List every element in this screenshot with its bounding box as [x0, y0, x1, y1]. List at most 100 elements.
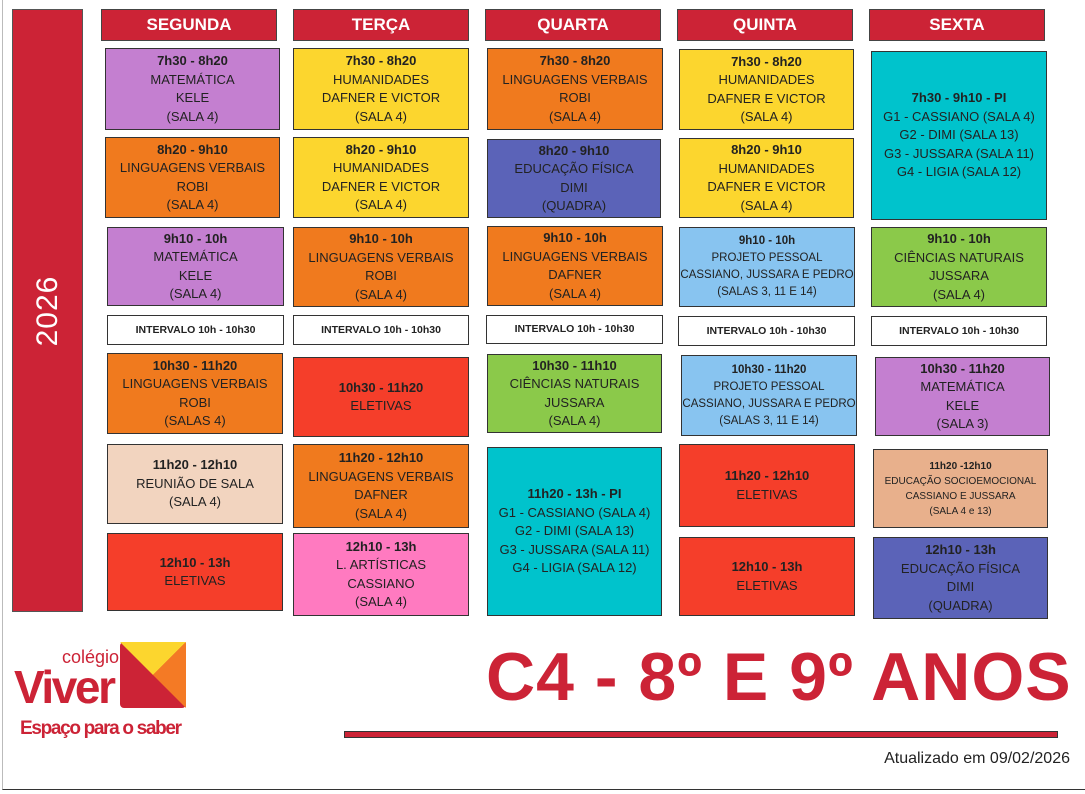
class-detail-line: KELE [945, 397, 980, 413]
day-header-4: SEXTA [869, 9, 1045, 41]
class-time: 11h20 - 12h10 [338, 450, 424, 465]
class-detail-line: G2 - DIMI (SALA 13) [514, 523, 635, 539]
class-detail-line: KELE [178, 267, 213, 283]
class-time: 8h20 - 9h10 [538, 142, 610, 158]
class-cell: 9h10 - 10h LINGUAGENS VERBAIS ROBI (SALA 4) [293, 227, 469, 307]
class-detail-line: PROJETO PESSOAL [713, 380, 825, 393]
class-time: 7h30 - 8h20 [345, 53, 417, 68]
class-cell: 11h20 -12h10 EDUCAÇÃO SOCIOEMOCIONAL CASSI… [873, 449, 1048, 528]
class-cell: 10h30 - 11h20 LINGUAGENS VERBAIS ROBI (SALA… [107, 353, 283, 434]
class-cell: 7h30 - 8h20 LINGUAGENS VERBAIS ROBI (SALA 4… [487, 48, 663, 130]
class-detail-line: CIÊNCIAS NATURAIS [894, 249, 1024, 265]
day-header-3: QUINTA [677, 9, 853, 41]
class-time: 11h20 - 12h10 [152, 457, 238, 473]
class-cell: 7h30 - 8h20 HUMANIDADES DAFNER E VICTOR (SA… [679, 49, 854, 130]
class-detail-line: DAFNER E VICTOR [321, 90, 441, 105]
class-detail-line: G4 - LIGIA (SALA 12) [512, 560, 637, 576]
class-cell: 7h30 - 9h10 - PI G1 - CASSIANO (SALA 4) G2… [871, 51, 1047, 220]
divider-line [344, 731, 1058, 738]
class-detail-line: CASSIANO, JUSSARA E PEDRO [682, 397, 856, 410]
class-detail-line: DAFNER [548, 267, 602, 282]
class-detail-line: REUNIÃO DE SALA [136, 475, 254, 491]
class-cell: 10h30 - 11h10 CIÊNCIAS NATURAIS JUSSARA (SA… [487, 354, 662, 433]
class-time: 8h20 - 9h10 [731, 142, 802, 157]
class-detail-line: HUMANIDADES [332, 160, 430, 175]
class-cell: 12h10 - 13h ELETIVAS [679, 537, 855, 616]
class-detail-line: ELETIVAS [736, 577, 798, 593]
day-header-1: TERÇA [293, 9, 469, 41]
class-detail-line: JUSSARA [544, 394, 605, 410]
class-detail-line: EDUCAÇÃO FÍSICA [900, 560, 1021, 576]
class-time: 8h20 - 9h10 [345, 141, 417, 157]
class-cell: 10h30 - 11h20 ELETIVAS [293, 357, 469, 437]
class-detail-line: (SALAS 4) [164, 413, 226, 428]
class-cell: 9h10 - 10h MATEMÁTICA KELE (SALA 4) [107, 227, 284, 306]
class-cell: 11h20 - 13h - PI G1 - CASSIANO (SALA 4) G2… [487, 447, 662, 616]
break-cell: INTERVALO 10h - 10h30 [871, 316, 1047, 346]
class-detail-line: (SALA 4) [354, 505, 408, 521]
class-detail-line: DAFNER E VICTOR [707, 179, 826, 194]
class-detail-line: (SALA 4) [548, 108, 602, 124]
class-time: 7h30 - 8h20 [731, 53, 802, 69]
break-label: INTERVALO 10h - 10h30 [706, 324, 827, 337]
break-cell: INTERVALO 10h - 10h30 [293, 315, 469, 345]
class-detail-line: (SALAS 3, 11 E 14) [717, 286, 817, 298]
class-time: 9h10 - 10h [163, 230, 228, 246]
class-detail-line: LINGUAGENS VERBAIS [502, 71, 648, 87]
class-detail-line: CASSIANO [347, 575, 415, 591]
class-time: 10h30 - 11h20 [731, 363, 807, 376]
class-detail-line: G4 - LIGIA (SALA 12) [896, 164, 1022, 180]
class-cell: 12h10 - 13h L. ARTÍSTICAS CASSIANO (SALA 4) [293, 533, 469, 616]
class-detail-line: (SALA 4) [354, 594, 408, 609]
class-detail-line: (SALA 4) [548, 285, 602, 301]
class-detail-line: ELETIVAS [736, 486, 798, 502]
class-detail-line: ROBI [365, 268, 397, 283]
class-detail-line: (SALA 4) [354, 286, 408, 302]
class-time: 7h30 - 9h10 - PI [911, 90, 1007, 106]
break-label: INTERVALO 10h - 10h30 [321, 323, 441, 336]
class-detail-line: (SALA 4) [548, 413, 601, 428]
class-detail-line: ROBI [176, 178, 209, 194]
class-detail-line: (QUADRA) [541, 198, 607, 213]
class-time: 7h30 - 8h20 [539, 53, 611, 68]
class-detail-line: LINGUAGENS VERBAIS [308, 468, 454, 484]
class-cell: 9h10 - 10h LINGUAGENS VERBAIS DAFNER (SALA … [487, 226, 663, 306]
class-detail-line: PROJETO PESSOAL [711, 252, 823, 264]
class-time: 12h10 - 13h [159, 554, 231, 570]
class-detail-line: (SALA 4) [354, 197, 408, 212]
break-label: INTERVALO 10h - 10h30 [899, 324, 1019, 337]
class-time: 10h30 - 11h20 [152, 357, 238, 373]
class-detail-line: ROBI [559, 90, 591, 105]
break-label: INTERVALO 10h - 10h30 [135, 323, 256, 336]
class-detail-line: JUSSARA [929, 268, 989, 283]
class-detail-line: (SALA 4) [166, 197, 219, 212]
class-cell: 12h10 - 13h EDUCAÇÃO FÍSICA DIMI (QUADRA) [873, 537, 1048, 619]
class-detail-line: (SALAS 3, 11 E 14) [719, 414, 819, 427]
break-cell: INTERVALO 10h - 10h30 [678, 316, 855, 346]
logo-small-text: colégio [62, 647, 119, 667]
class-detail-line: CASSIANO E JUSSARA [905, 490, 1016, 502]
class-detail-line: (SALA 4) [166, 108, 219, 124]
class-detail-line: DAFNER E VICTOR [707, 90, 826, 106]
class-detail-line: LINGUAGENS VERBAIS [308, 249, 454, 265]
break-label: INTERVALO 10h - 10h30 [514, 323, 635, 336]
year-label: 2026 [30, 275, 64, 346]
class-time: 11h20 - 12h10 [724, 468, 810, 483]
class-cell: 11h20 - 12h10 ELETIVAS [679, 444, 855, 527]
class-detail-line: MATEMÁTICA [153, 249, 238, 264]
logo-graphic: colégio Viver Espaço para o saber [14, 642, 186, 739]
class-cell: 9h10 - 10h PROJETO PESSOAL CASSIANO, JUSSA… [679, 227, 855, 307]
class-time: 9h10 - 10h [349, 231, 413, 246]
class-detail-line: LINGUAGENS VERBAIS [122, 376, 268, 391]
class-detail-line: LINGUAGENS VERBAIS [502, 248, 648, 264]
class-cell: 8h20 - 9h10 HUMANIDADES DAFNER E VICTOR (SA… [293, 137, 469, 218]
class-detail-line: (SALA 4) [354, 108, 408, 124]
class-detail-line: L. ARTÍSTICAS [335, 557, 427, 572]
class-time: 12h10 - 13h [345, 538, 417, 554]
class-time: 10h30 - 11h20 [338, 379, 424, 395]
class-detail-line: LINGUAGENS VERBAIS [119, 160, 266, 175]
class-detail-line: G3 - JUSSARA (SALA 11) [883, 145, 1035, 161]
break-cell: INTERVALO 10h - 10h30 [107, 315, 284, 345]
logo-name-text: Viver [14, 661, 116, 713]
